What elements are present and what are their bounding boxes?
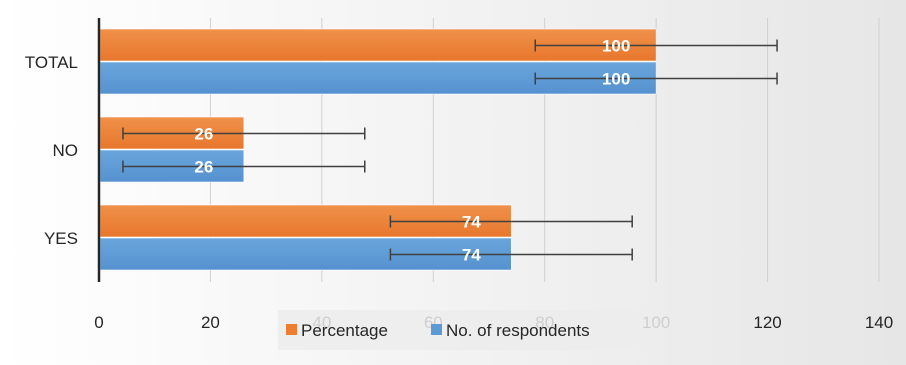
data-label-percentage: 74 (462, 213, 481, 232)
category-labels: YES NO TOTAL (25, 53, 78, 248)
data-label-respondents: 26 (194, 158, 213, 177)
error-bars (122, 39, 778, 261)
category-label: TOTAL (25, 53, 78, 72)
x-tick-label: 120 (753, 313, 781, 332)
category-label: NO (53, 141, 79, 160)
legend-label: No. of respondents (446, 321, 590, 340)
legend-box (278, 310, 674, 350)
x-tick-label: 0 (94, 313, 103, 332)
data-label-respondents: 74 (462, 246, 481, 265)
x-tick-label: 140 (865, 313, 893, 332)
data-labels: 74 74 26 26 100 100 (194, 37, 630, 265)
category-label: YES (44, 229, 78, 248)
legend: Percentage No. of respondents (278, 310, 674, 350)
data-label-percentage: 26 (194, 125, 213, 144)
legend-swatch (431, 324, 442, 335)
data-label-percentage: 100 (602, 37, 630, 56)
x-tick-label: 20 (201, 313, 220, 332)
data-label-respondents: 100 (602, 70, 630, 89)
legend-swatch (286, 324, 297, 335)
legend-label: Percentage (301, 321, 388, 340)
